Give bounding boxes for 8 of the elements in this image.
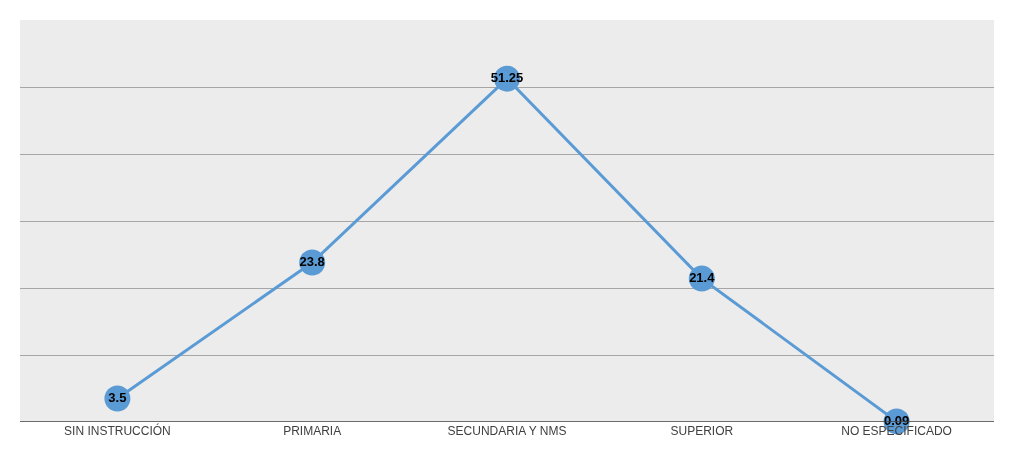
x-tick-label: SUPERIOR xyxy=(670,424,734,438)
x-tick-label: SIN INSTRUCCIÓN xyxy=(64,423,171,438)
data-label: 21.4 xyxy=(689,269,716,285)
x-tick-label: PRIMARIA xyxy=(283,424,342,438)
data-label: 3.5 xyxy=(108,389,127,405)
x-tick-label: SECUNDARIA Y NMS xyxy=(447,424,567,438)
data-label: 23.8 xyxy=(299,253,325,269)
x-tick-label: NO ESPECIFICADO xyxy=(841,424,952,438)
